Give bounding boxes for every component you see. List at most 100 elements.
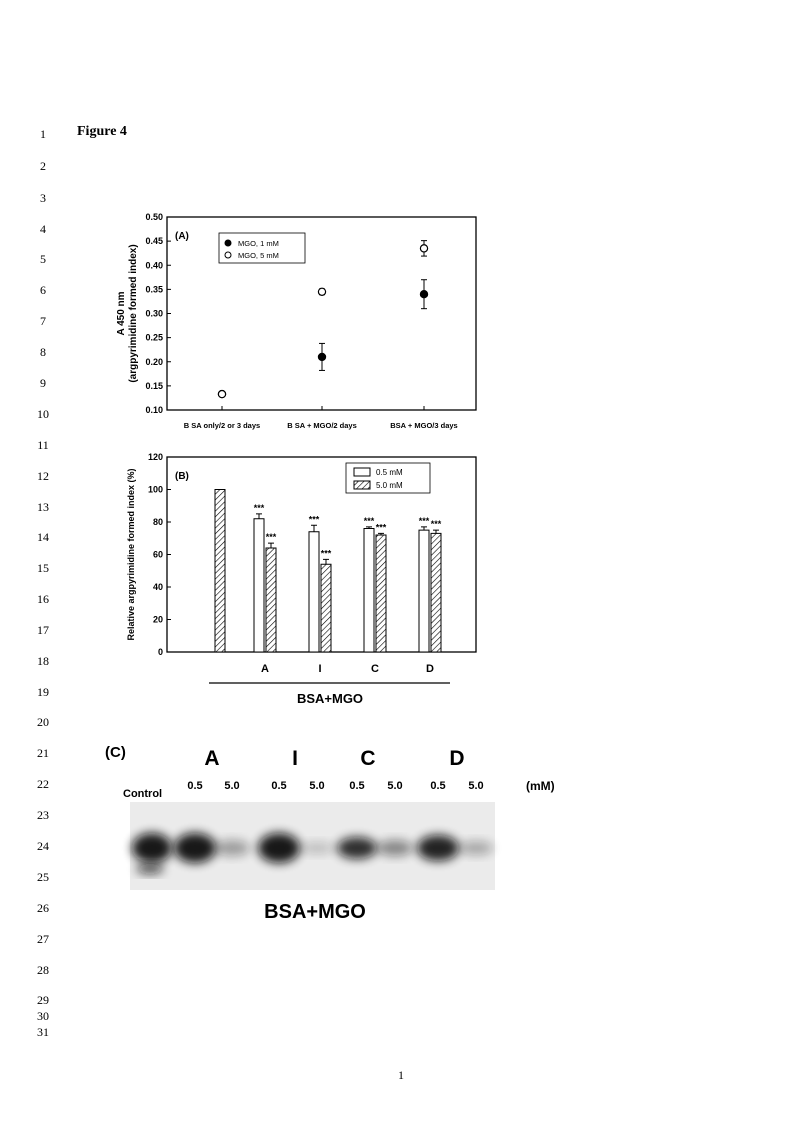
significance-label: *** bbox=[266, 532, 277, 542]
x-tick-label: B SA + MGO/2 days bbox=[287, 421, 357, 430]
y-tick-label: 0.45 bbox=[145, 236, 163, 246]
x-tick-label: B SA only/2 or 3 days bbox=[184, 421, 260, 430]
line-number: 5 bbox=[40, 252, 46, 266]
concentration-label: 0.5 bbox=[271, 780, 286, 792]
gel-band bbox=[174, 833, 216, 863]
gel-caption: BSA+MGO bbox=[264, 901, 366, 923]
line-number: 23 bbox=[37, 808, 49, 822]
concentration-label: 0.5 bbox=[187, 780, 202, 792]
line-number: 25 bbox=[37, 870, 49, 884]
bar bbox=[214, 489, 226, 653]
y-tick-label: 0.40 bbox=[145, 260, 163, 270]
concentration-label: 5.0 bbox=[387, 780, 402, 792]
data-point bbox=[317, 352, 327, 362]
unit-label: (mM) bbox=[526, 779, 555, 793]
y-tick-label: 120 bbox=[148, 452, 163, 462]
bar bbox=[363, 528, 375, 653]
line-number: 16 bbox=[37, 592, 49, 606]
gel-band bbox=[417, 835, 459, 861]
significance-label: *** bbox=[364, 516, 375, 526]
significance-label: *** bbox=[309, 514, 320, 524]
data-point bbox=[419, 289, 429, 299]
y-axis-label: Relative argpyrimidine formed index (%) bbox=[126, 468, 136, 640]
y-tick-label: 80 bbox=[153, 517, 163, 527]
line-number: 28 bbox=[37, 963, 49, 977]
line-number: 19 bbox=[37, 685, 49, 699]
panel-label: (B) bbox=[175, 471, 189, 482]
gel-band bbox=[337, 837, 377, 859]
group-label: A bbox=[204, 747, 219, 770]
line-number: 30 bbox=[37, 1009, 49, 1023]
legend-swatch bbox=[353, 467, 371, 477]
line-number: 24 bbox=[37, 839, 49, 853]
group-label: D bbox=[449, 747, 464, 770]
legend-marker bbox=[224, 251, 232, 259]
line-number: 9 bbox=[40, 376, 46, 390]
gel-band bbox=[136, 864, 164, 874]
y-tick-label: 40 bbox=[153, 582, 163, 592]
line-number: 14 bbox=[37, 530, 49, 544]
data-point bbox=[419, 244, 429, 253]
significance-label: *** bbox=[254, 503, 265, 513]
line-number: 20 bbox=[37, 715, 49, 729]
group-label: C bbox=[360, 747, 375, 770]
plot-frame bbox=[166, 216, 477, 411]
line-number: 10 bbox=[37, 407, 49, 421]
y-tick-label: 0.15 bbox=[145, 381, 163, 391]
line-number: 4 bbox=[40, 222, 46, 236]
x-tick-label: D bbox=[426, 663, 434, 675]
y-tick-label: 0.35 bbox=[145, 284, 163, 294]
line-number: 21 bbox=[37, 746, 49, 760]
y-axis-label: A 450 nm bbox=[116, 291, 127, 335]
concentration-label: 0.5 bbox=[430, 780, 445, 792]
legend-label: 0.5 mM bbox=[376, 468, 403, 477]
legend-swatch bbox=[353, 480, 371, 490]
gel-band bbox=[377, 840, 413, 856]
concentration-label: 5.0 bbox=[468, 780, 483, 792]
line-number: 7 bbox=[40, 314, 46, 328]
legend-marker bbox=[224, 239, 232, 247]
line-number: 1 bbox=[40, 127, 46, 141]
panel-label: (A) bbox=[175, 231, 189, 242]
gel-band bbox=[300, 842, 334, 854]
control-label: Control bbox=[123, 788, 162, 800]
line-number: 22 bbox=[37, 777, 49, 791]
x-tick-label: C bbox=[371, 663, 379, 675]
bar bbox=[430, 532, 442, 653]
x-tick-label: I bbox=[318, 663, 321, 675]
line-number: 8 bbox=[40, 345, 46, 359]
figure-title: Figure 4 bbox=[77, 124, 127, 139]
gel-panel-c: (C) A I C D Control 0.5 5.0 0.5 5.0 0.5 5.0 0.5 5.0 (m… bbox=[105, 744, 555, 923]
line-number: 6 bbox=[40, 283, 46, 297]
bar bbox=[253, 518, 265, 653]
line-number: 27 bbox=[37, 932, 49, 946]
gel-band bbox=[214, 840, 250, 856]
data-point bbox=[317, 287, 327, 296]
y-tick-label: 0.10 bbox=[145, 405, 163, 415]
data-point bbox=[217, 389, 227, 399]
panel-label: (C) bbox=[105, 744, 126, 761]
legend-box bbox=[218, 232, 306, 264]
bar bbox=[418, 529, 430, 653]
group-label: BSA+MGO bbox=[297, 691, 363, 706]
y-tick-label: 60 bbox=[153, 550, 163, 560]
y-tick-label: 0 bbox=[158, 647, 163, 657]
page-number: 1 bbox=[398, 1068, 404, 1082]
significance-label: *** bbox=[431, 519, 442, 529]
significance-label: *** bbox=[321, 548, 332, 558]
concentration-label: 0.5 bbox=[349, 780, 364, 792]
concentration-label: 5.0 bbox=[224, 780, 239, 792]
y-axis-label-secondary: (argpyrimidine formed index) bbox=[128, 244, 139, 382]
chart-panel-a: 0.10 0.15 0.20 0.25 0.30 0.35 0.40 0.45 0.50 B SA… bbox=[116, 212, 477, 430]
line-number: 17 bbox=[37, 623, 49, 637]
line-number: 18 bbox=[37, 654, 49, 668]
x-tick-label: BSA + MGO/3 days bbox=[390, 421, 457, 430]
bar bbox=[320, 563, 332, 653]
line-number: 12 bbox=[37, 469, 49, 483]
line-number: 2 bbox=[40, 159, 46, 173]
y-tick-label: 0.50 bbox=[145, 212, 163, 222]
line-number: 26 bbox=[37, 901, 49, 915]
y-tick-label: 100 bbox=[148, 485, 163, 495]
concentration-label: 5.0 bbox=[309, 780, 324, 792]
legend-label: MGO, 1 mM bbox=[238, 239, 279, 248]
